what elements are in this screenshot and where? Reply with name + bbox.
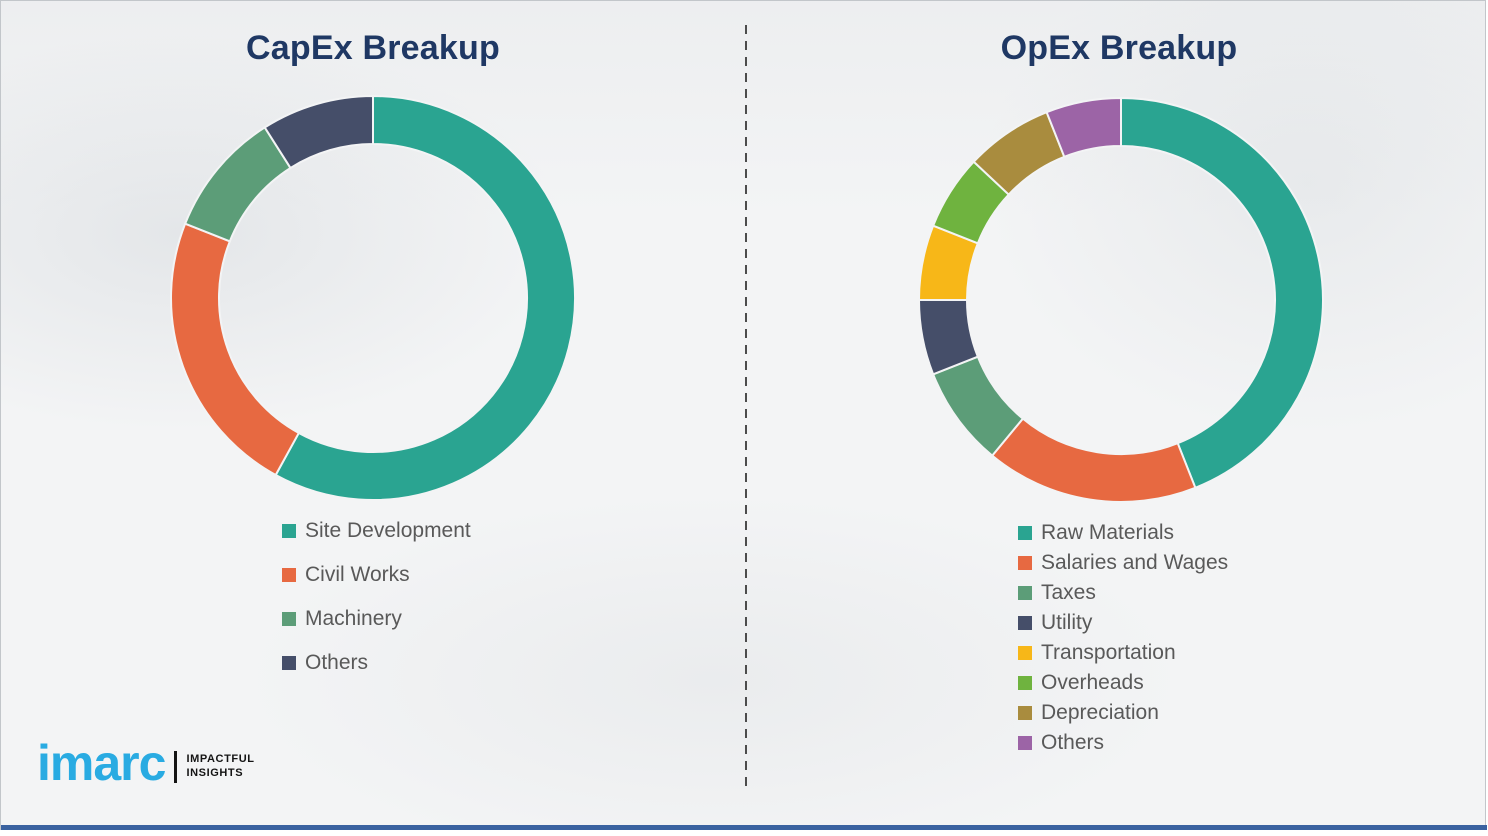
legend-label: Depreciation [1041, 701, 1159, 724]
legend-swatch [1018, 616, 1032, 630]
legend-item-raw-materials: Raw Materials [1018, 518, 1228, 548]
legend-label: Raw Materials [1041, 521, 1175, 544]
dashed-vertical-divider [745, 25, 747, 793]
capex-chart-title: CapEx Breakup [246, 29, 500, 67]
legend-swatch [282, 656, 296, 670]
legend-swatch [1018, 526, 1032, 540]
donut-slice-others [263, 94, 374, 170]
logo-separator-bar [174, 750, 178, 783]
legend-swatch [282, 524, 296, 538]
legend-label: Civil Works [305, 563, 410, 586]
donut-slice-raw-materials [1120, 96, 1324, 490]
bottom-accent-bar [1, 825, 1487, 830]
legend-item-civil-works: Civil Works [282, 553, 471, 597]
legend-swatch [1018, 646, 1032, 660]
tagline-line-1: IMPACTFUL [186, 752, 255, 765]
legend-swatch [1018, 736, 1032, 750]
legend-item-site-development: Site Development [282, 509, 471, 553]
legend-swatch [1018, 676, 1032, 690]
donut-slice-site-development [274, 94, 577, 501]
imarc-logo: imarc IMPACTFUL INSIGHTS [37, 735, 255, 791]
legend-item-machinery: Machinery [282, 597, 471, 641]
legend-item-utility: Utility [1018, 608, 1228, 638]
legend-item-taxes: Taxes [1018, 578, 1228, 608]
donut-slice-civil-works [170, 222, 301, 477]
legend-label: Transportation [1041, 641, 1176, 664]
legend-item-others: Others [1018, 728, 1228, 758]
legend-swatch [282, 612, 296, 626]
legend-label: Taxes [1041, 581, 1096, 604]
imarc-logo-tagline: IMPACTFUL INSIGHTS [186, 753, 254, 781]
capex-donut-chart [170, 94, 577, 501]
donut-slice-salaries-and-wages [990, 417, 1197, 503]
legend-swatch [1018, 556, 1032, 570]
legend-label: Salaries and Wages [1041, 551, 1229, 574]
legend-label: Overheads [1041, 671, 1144, 694]
donut-slice-others [1045, 96, 1122, 159]
legend-swatch [1018, 586, 1032, 600]
opex-chart-title: OpEx Breakup [1000, 29, 1238, 67]
legend-item-others: Others [282, 641, 471, 685]
opex-legend: Raw Materials Salaries and Wages Taxes Util… [1018, 518, 1228, 758]
imarc-logo-wordmark: imarc [37, 735, 166, 791]
legend-item-transportation: Transportation [1018, 638, 1228, 668]
opex-donut-chart [917, 96, 1324, 503]
legend-item-salaries-and-wages: Salaries and Wages [1018, 548, 1228, 578]
capex-legend: Site Development Civil Works Machinery Othe… [282, 509, 471, 685]
legend-label: Machinery [305, 607, 402, 630]
legend-item-overheads: Overheads [1018, 668, 1228, 698]
legend-label: Others [305, 651, 369, 674]
legend-label: Utility [1041, 611, 1093, 634]
legend-item-depreciation: Depreciation [1018, 698, 1228, 728]
legend-label: Others [1041, 731, 1105, 754]
legend-label: Site Development [305, 519, 471, 542]
legend-swatch [282, 568, 296, 582]
tagline-line-2: INSIGHTS [186, 766, 244, 779]
legend-swatch [1018, 706, 1032, 720]
